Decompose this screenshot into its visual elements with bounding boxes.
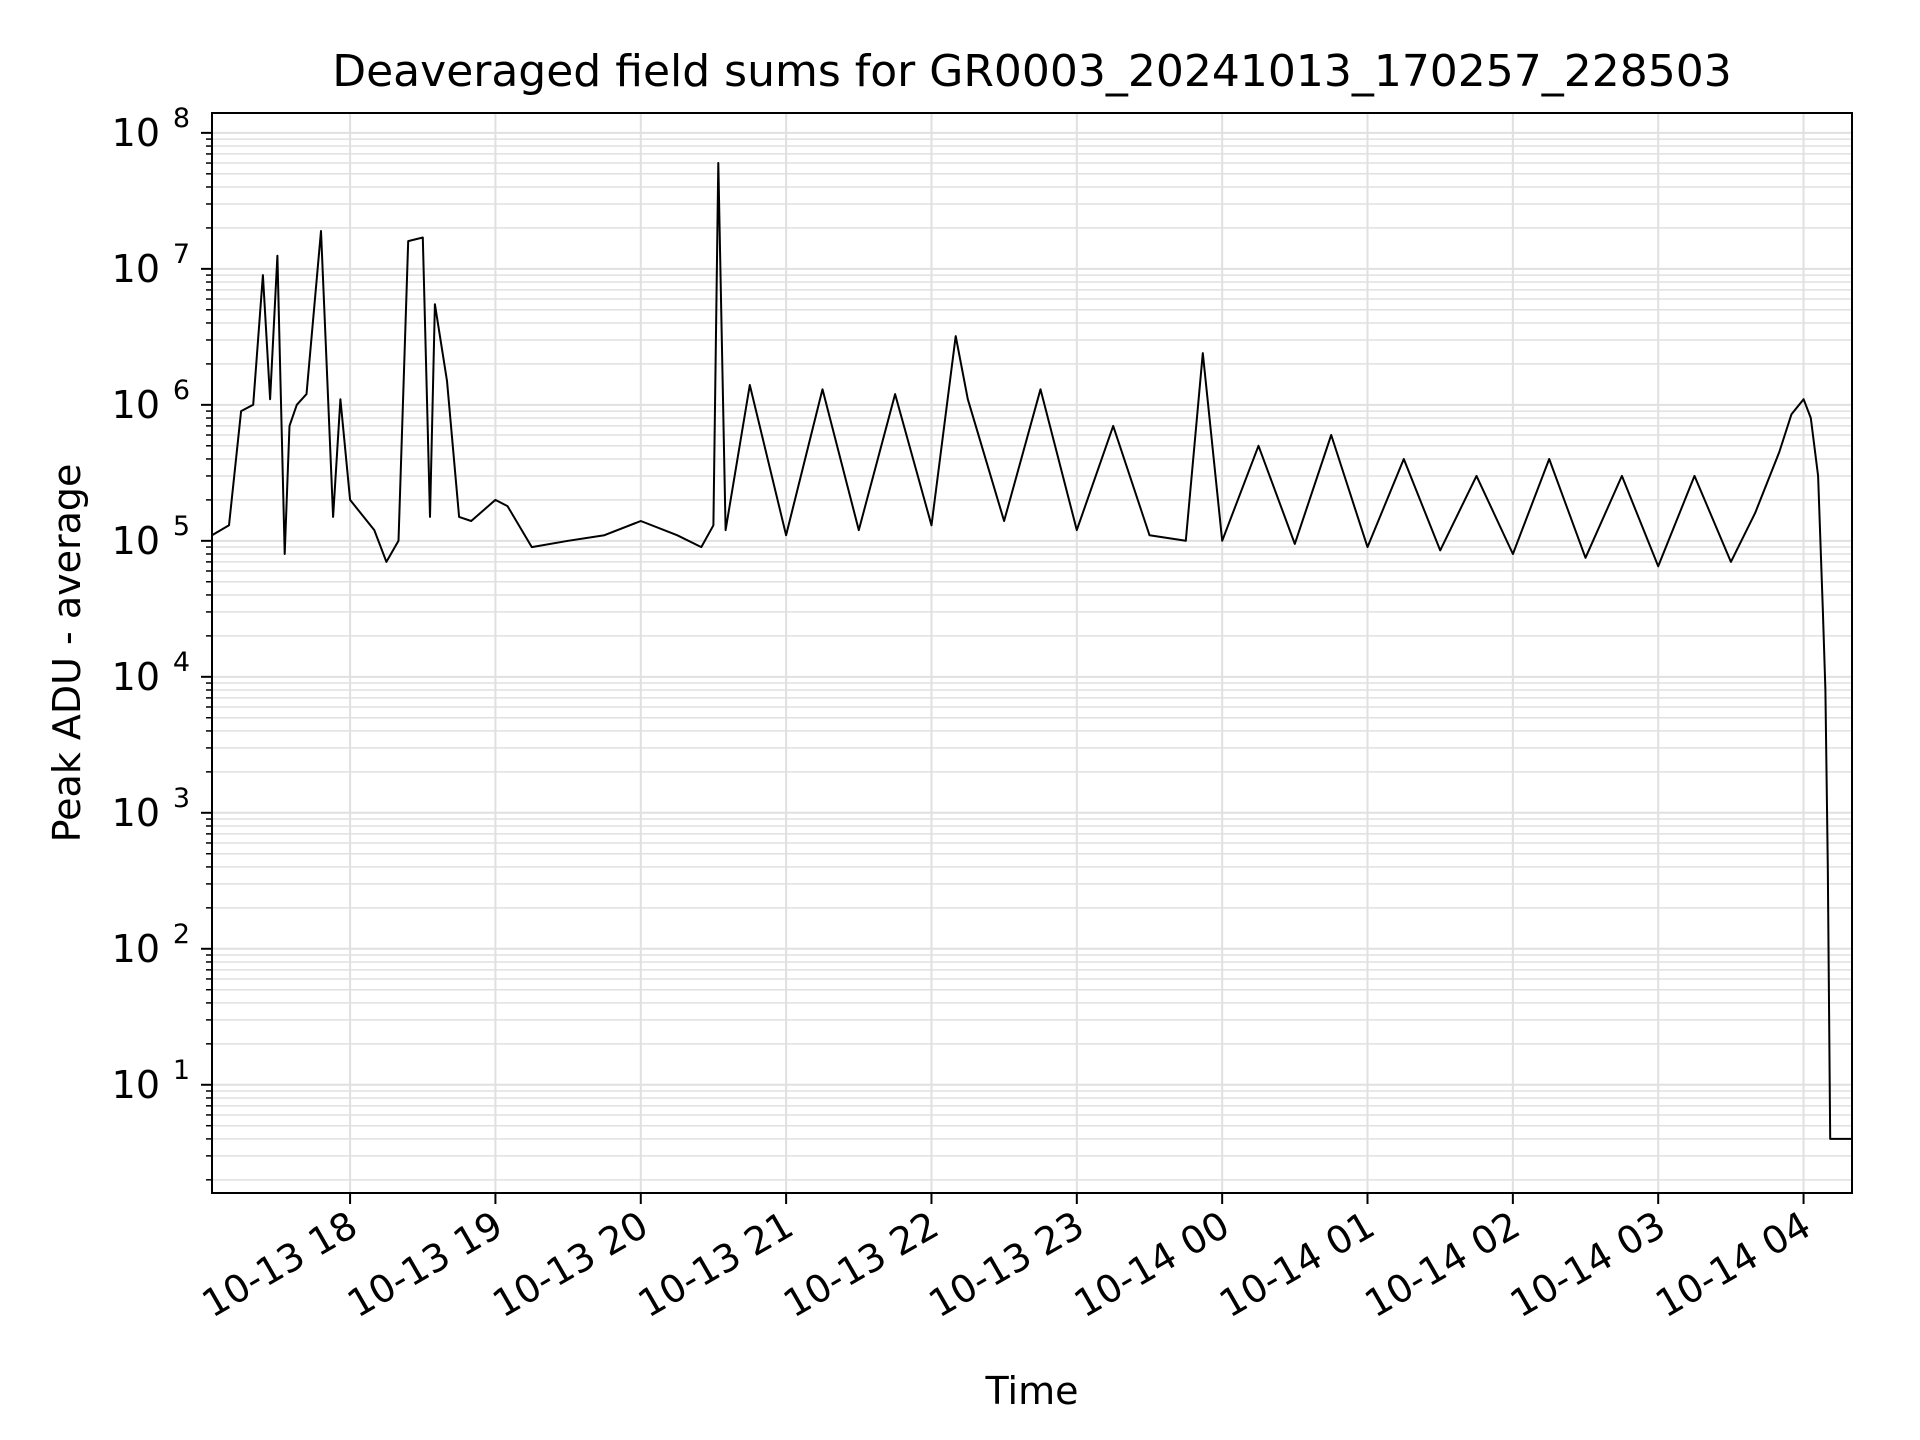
x-tick-label: 10-13 19 bbox=[340, 1203, 510, 1327]
y-axis-ticks: 10 1 10 2 10 3 10 4 10 5 10 6 10 7 10 8 bbox=[112, 103, 212, 1181]
y-tick-exponent: 5 bbox=[173, 511, 190, 542]
y-tick-label: 10 bbox=[112, 247, 160, 291]
x-tick-label: 10-13 23 bbox=[921, 1203, 1091, 1327]
y-tick-exponent: 2 bbox=[173, 919, 190, 950]
x-tick-label: 10-14 03 bbox=[1503, 1203, 1673, 1327]
x-tick-label: 10-14 00 bbox=[1067, 1203, 1237, 1327]
y-tick-label: 10 bbox=[112, 1063, 160, 1107]
series-group bbox=[211, 162, 1852, 1140]
plot-frame bbox=[211, 112, 1853, 1194]
y-tick-label: 10 bbox=[112, 383, 160, 427]
y-tick-label: 10 bbox=[112, 927, 160, 971]
x-tick-label: 10-13 18 bbox=[195, 1203, 365, 1327]
series-line bbox=[211, 162, 1852, 1140]
x-tick-label: 10-13 20 bbox=[485, 1203, 655, 1327]
x-tick-label: 10-14 01 bbox=[1212, 1203, 1382, 1327]
y-tick-exponent: 1 bbox=[173, 1055, 190, 1086]
x-axis-label: Time bbox=[985, 1369, 1079, 1413]
y-tick-exponent: 8 bbox=[173, 103, 190, 134]
y-tick-label: 10 bbox=[112, 111, 160, 155]
y-tick-exponent: 3 bbox=[173, 783, 190, 814]
major-gridlines bbox=[212, 113, 1852, 1193]
y-axis-label: Peak ADU - average bbox=[45, 464, 89, 843]
minor-gridlines bbox=[212, 138, 1852, 1181]
y-tick-label: 10 bbox=[112, 791, 160, 835]
y-tick-exponent: 4 bbox=[173, 647, 190, 678]
y-tick-exponent: 6 bbox=[173, 375, 190, 406]
x-tick-label: 10-14 02 bbox=[1357, 1203, 1527, 1327]
x-tick-label: 10-14 04 bbox=[1648, 1203, 1818, 1327]
y-tick-label: 10 bbox=[112, 519, 160, 563]
x-tick-label: 10-13 21 bbox=[631, 1203, 801, 1327]
chart-title: Deaveraged field sums for GR0003_2024101… bbox=[332, 46, 1732, 97]
x-tick-label: 10-13 22 bbox=[776, 1203, 946, 1327]
y-tick-exponent: 7 bbox=[173, 239, 190, 270]
y-tick-label: 10 bbox=[112, 655, 160, 699]
